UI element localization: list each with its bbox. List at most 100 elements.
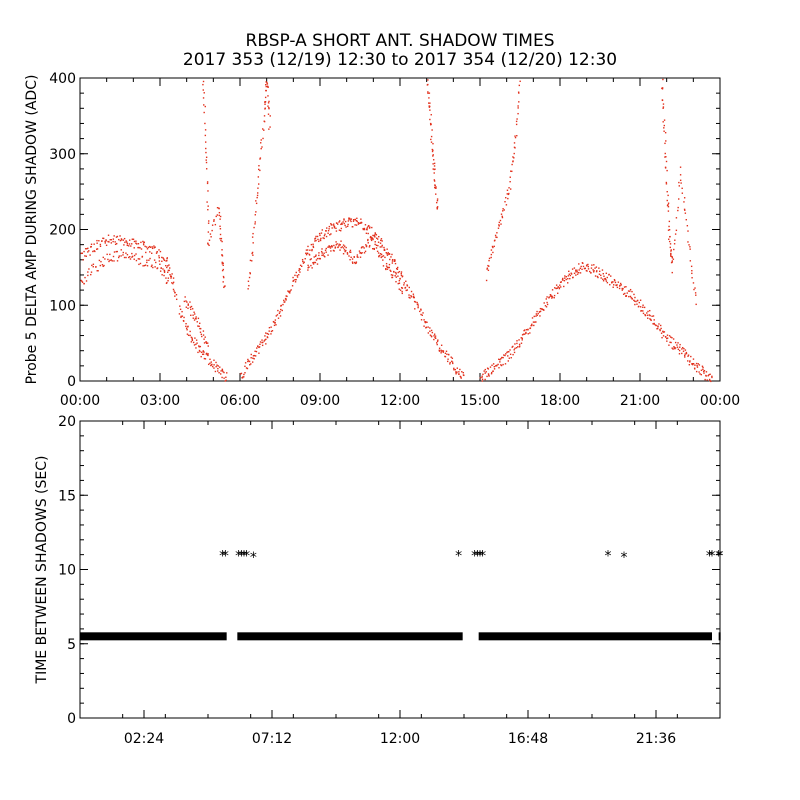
amp-point <box>496 364 498 367</box>
amp-point <box>126 244 129 247</box>
amp-point <box>375 234 378 236</box>
amp-point <box>344 250 346 253</box>
amp-point <box>694 364 696 366</box>
amp-point <box>510 170 512 172</box>
amp-point <box>512 156 514 158</box>
amp-point <box>405 280 407 283</box>
amp-point <box>221 255 224 257</box>
amp-point <box>88 268 90 270</box>
amp-point <box>219 215 222 218</box>
amp-point <box>294 281 297 283</box>
amp-point <box>605 272 608 275</box>
amp-point <box>189 306 192 308</box>
amp-point <box>131 252 133 255</box>
amp-point <box>335 241 337 243</box>
amp-point <box>414 301 417 303</box>
amp-point <box>119 235 121 237</box>
amp-point <box>333 244 335 247</box>
amp-point <box>323 234 326 237</box>
amp-point <box>347 220 350 222</box>
amp-point <box>651 315 653 317</box>
amp-point <box>202 89 204 91</box>
amp-point <box>635 300 637 303</box>
amp-point <box>587 268 590 270</box>
amp-point <box>318 240 320 243</box>
amp-point <box>342 244 345 246</box>
amp-point <box>328 246 330 248</box>
amp-point <box>172 282 174 285</box>
amp-point <box>253 354 256 357</box>
amp-point <box>519 80 521 82</box>
amp-point <box>128 239 131 241</box>
amp-point <box>677 209 679 212</box>
amp-point <box>339 249 341 251</box>
amp-point <box>545 306 548 308</box>
amp-point <box>535 313 538 315</box>
amp-point <box>539 307 542 310</box>
amp-point <box>594 267 596 269</box>
interval-point: * <box>241 549 248 565</box>
amp-point <box>600 274 602 277</box>
amp-point <box>347 223 349 226</box>
amp-point <box>406 289 409 291</box>
amp-point <box>619 282 622 285</box>
amp-point <box>331 227 333 229</box>
amp-point <box>141 255 144 258</box>
amp-point <box>663 119 666 121</box>
amp-point <box>179 308 182 311</box>
amp-point <box>596 270 598 272</box>
amp-point <box>354 218 356 221</box>
amp-point <box>203 104 205 106</box>
amp-point <box>687 241 689 243</box>
amp-point <box>284 297 287 300</box>
amp-point <box>181 315 184 317</box>
y-tick-label: 0 <box>67 374 76 390</box>
amp-point <box>98 259 101 262</box>
amp-point <box>625 295 628 297</box>
amp-point <box>696 364 698 367</box>
amp-point <box>207 243 209 245</box>
amp-point <box>166 266 168 269</box>
amp-point <box>678 185 680 187</box>
amp-point <box>244 365 246 368</box>
amp-point <box>669 341 671 344</box>
amp-point <box>596 275 599 278</box>
amp-point <box>322 237 324 239</box>
amp-point <box>612 286 614 288</box>
amp-point <box>594 275 597 277</box>
amp-point <box>380 239 382 242</box>
amp-point <box>153 259 156 261</box>
amp-point <box>223 286 225 289</box>
amp-point <box>494 234 497 237</box>
amp-point <box>502 210 504 212</box>
amp-point <box>390 274 393 276</box>
amp-point <box>430 114 432 116</box>
amp-point <box>669 243 672 245</box>
amp-point <box>397 282 399 285</box>
amp-point <box>541 308 544 311</box>
amp-point <box>264 103 266 105</box>
amp-point <box>324 233 326 235</box>
amp-point <box>427 83 429 86</box>
interval-point: * <box>235 549 242 565</box>
amp-point <box>279 311 281 313</box>
amp-point <box>255 211 257 213</box>
amp-point <box>191 308 194 310</box>
amp-point <box>515 120 518 123</box>
amp-point <box>525 329 528 331</box>
amp-point <box>417 303 419 305</box>
amp-point <box>667 210 670 212</box>
amp-point <box>253 226 255 229</box>
amp-point <box>516 342 518 345</box>
amp-point <box>376 238 379 240</box>
amp-point <box>343 222 345 225</box>
amp-point <box>194 317 197 320</box>
amp-point <box>495 236 497 238</box>
amp-point <box>593 270 595 272</box>
amp-point <box>131 238 134 240</box>
amp-point <box>384 256 386 259</box>
amp-point <box>667 202 670 204</box>
amp-point <box>117 256 120 259</box>
x-tick-label: 12:00 <box>380 731 420 747</box>
amp-point <box>389 258 391 261</box>
